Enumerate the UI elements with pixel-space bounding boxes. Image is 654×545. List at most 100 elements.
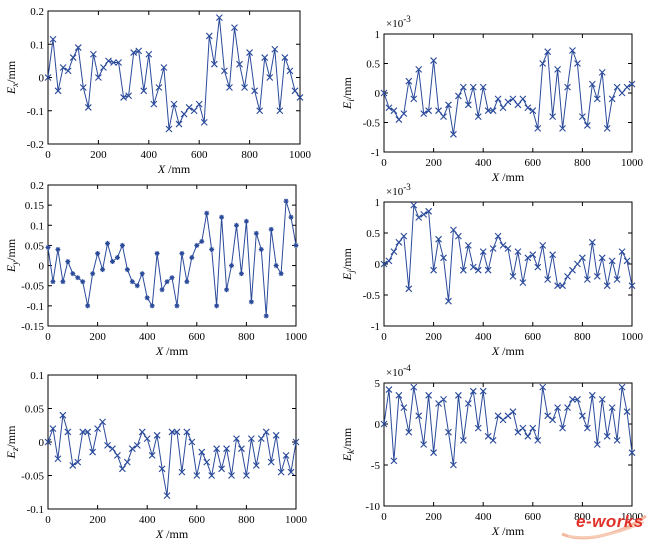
data-point — [628, 282, 636, 290]
data-point — [380, 260, 388, 268]
exponent-label: ×10-4 — [386, 363, 411, 379]
data-point — [385, 386, 393, 393]
data-point — [291, 87, 299, 95]
y-tick-label: 0 — [39, 261, 45, 273]
data-point — [293, 242, 299, 248]
x-tick-label: 1000 — [289, 149, 312, 161]
x-tick-label: 200 — [89, 331, 106, 343]
exponent-label: ×10-3 — [386, 182, 411, 198]
data-point — [119, 242, 125, 248]
data-point — [395, 116, 403, 123]
data-point — [158, 465, 166, 473]
data-point — [559, 424, 566, 432]
data-point — [583, 122, 591, 129]
data-point — [549, 251, 557, 259]
y-tick-label: -0.5 — [363, 118, 381, 130]
data-point — [129, 279, 135, 285]
data-point — [143, 435, 151, 443]
data-point — [554, 404, 561, 411]
data-point — [474, 424, 482, 432]
data-point — [425, 207, 433, 215]
data-point — [288, 214, 294, 220]
data-point — [564, 83, 571, 91]
data-point — [450, 226, 457, 234]
data-point — [588, 391, 596, 399]
x-axis-label: X /mm — [491, 524, 525, 538]
x-axis-label: X /mm — [155, 527, 189, 541]
data-point — [435, 107, 442, 115]
data-point — [569, 266, 576, 274]
data-point — [469, 387, 477, 395]
data-point — [256, 107, 264, 115]
data-point — [59, 411, 67, 419]
data-point — [267, 458, 275, 466]
data-point — [213, 445, 221, 453]
data-point — [499, 104, 507, 112]
plot-frame — [383, 382, 633, 507]
chart-ej: 0 200 400 600 800 1000 -1 -0.5 0 0.5 1 ×10-3 X /mm Ej… — [340, 182, 644, 358]
plot-frame — [47, 184, 297, 327]
x-tick-label: 600 — [525, 157, 542, 169]
data-point — [273, 263, 279, 269]
data-point — [160, 64, 168, 71]
data-point — [69, 54, 77, 61]
data-point — [598, 396, 606, 403]
data-point — [559, 282, 566, 290]
data-point — [204, 210, 210, 216]
x-tick-label: 800 — [574, 331, 591, 343]
data-point — [579, 254, 586, 262]
data-point — [128, 445, 136, 453]
data-point — [494, 232, 502, 240]
data-point — [148, 452, 156, 459]
data-point — [529, 424, 537, 432]
x-tick-label: 0 — [381, 331, 387, 343]
data-point — [544, 412, 552, 420]
x-tick-label: 400 — [475, 511, 492, 523]
y-tick-label: -0.05 — [21, 471, 44, 483]
data-point — [150, 100, 158, 108]
x-axis-label: X /mm — [157, 162, 191, 176]
data-point — [138, 428, 146, 436]
data-point — [238, 445, 245, 453]
data-point — [469, 83, 477, 91]
data-point — [266, 74, 274, 81]
data-point — [221, 67, 228, 75]
data-point — [410, 383, 418, 391]
data-point — [210, 60, 218, 68]
data-point — [588, 80, 596, 88]
data-point — [405, 428, 413, 436]
data-point — [114, 255, 120, 261]
x-tick-label: 800 — [574, 511, 591, 523]
data-point — [226, 84, 233, 91]
x-tick-label: 0 — [45, 331, 51, 343]
data-point — [243, 218, 249, 224]
data-point — [539, 242, 547, 249]
data-point — [504, 98, 512, 106]
data-point — [420, 211, 428, 218]
y-tick-label: -5 — [371, 460, 381, 472]
data-point — [231, 24, 238, 32]
data-point — [569, 47, 576, 54]
data-point — [489, 107, 497, 115]
data-point — [79, 428, 87, 436]
data-point — [65, 259, 71, 265]
data-point — [514, 428, 522, 436]
y-axis-label: Ex/mm — [4, 60, 20, 95]
data-point — [80, 279, 86, 285]
x-tick-label: 600 — [189, 331, 206, 343]
data-point — [149, 303, 155, 309]
x-tick-label: 200 — [89, 514, 106, 526]
data-point — [623, 83, 631, 91]
x-tick-label: 600 — [525, 511, 542, 523]
y-tick-label: 1 — [375, 29, 381, 41]
y-tick-label: 0.05 — [25, 240, 45, 252]
y-tick-label: 0 — [375, 419, 381, 431]
data-point — [241, 84, 248, 91]
data-point — [440, 254, 447, 262]
data-point — [179, 250, 185, 256]
y-tick-label: 0 — [39, 437, 45, 449]
data-point — [539, 60, 547, 67]
data-point — [193, 472, 201, 479]
data-point — [464, 400, 472, 407]
